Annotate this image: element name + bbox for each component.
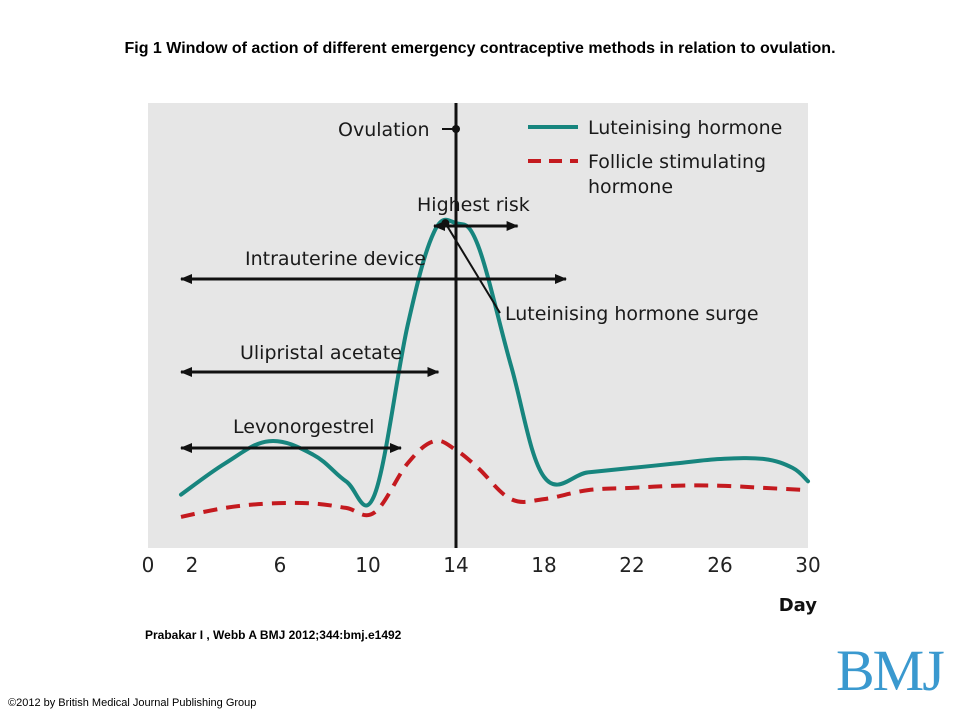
slide-title: Fig 1 Window of action of different emer…	[124, 40, 836, 57]
lh-surge-label: Luteinising hormone surge	[505, 303, 759, 325]
x-tick-label: 0	[142, 553, 155, 577]
citation: Prabakar I , Webb A BMJ 2012;344:bmj.e14…	[145, 628, 402, 642]
marks-layer: Ovulation Luteinising hormone Follicle sti…	[180, 103, 782, 548]
x-tick-label: 6	[274, 553, 287, 577]
window-label: Levonorgestrel	[233, 416, 374, 438]
plot-background	[148, 103, 808, 548]
window-label: Intrauterine device	[245, 248, 426, 270]
legend-label: Follicle stimulating	[588, 151, 766, 173]
x-axis-label: Day	[779, 595, 818, 616]
x-tick-label: 30	[795, 553, 820, 577]
window-label: Ulipristal acetate	[240, 342, 402, 364]
series-layer	[179, 217, 810, 519]
bmj-logo: BMJ	[836, 638, 945, 703]
x-tick-label: 26	[707, 553, 732, 577]
window-label: Highest risk	[417, 194, 530, 216]
x-tick-label: 10	[355, 553, 380, 577]
lh-surge-pointer	[444, 222, 501, 314]
legend-label: hormone	[588, 176, 673, 198]
copyright: ©2012 by British Medical Journal Publish…	[8, 697, 257, 709]
legend-label: Luteinising hormone	[588, 117, 782, 139]
series-line-lh	[179, 217, 810, 508]
x-tick-label: 14	[443, 553, 468, 577]
x-tick-label: 22	[619, 553, 644, 577]
x-tick-label: 18	[531, 553, 556, 577]
series-line-fsh	[180, 438, 809, 519]
ovulation-label: Ovulation	[338, 119, 430, 141]
x-axis-ticks: 0 2 6 10 14 18 22 26 30	[142, 553, 821, 577]
x-tick-label: 2	[186, 553, 199, 577]
